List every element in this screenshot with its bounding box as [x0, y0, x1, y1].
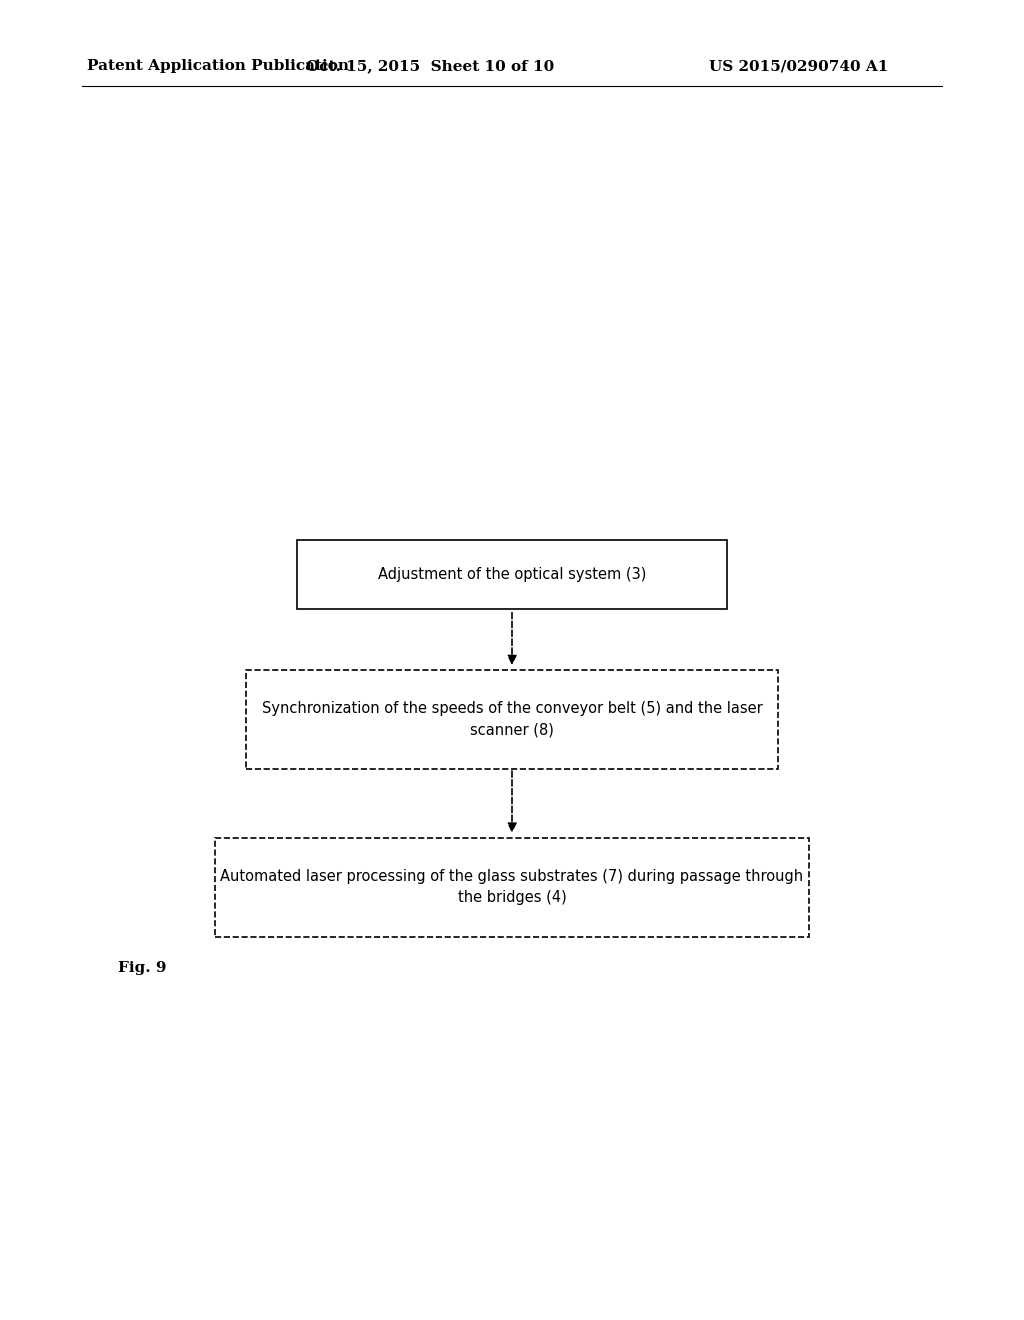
- Text: Automated laser processing of the glass substrates (7) during passage through
th: Automated laser processing of the glass …: [220, 869, 804, 906]
- FancyBboxPatch shape: [297, 540, 727, 609]
- Text: Synchronization of the speeds of the conveyor belt (5) and the laser
scanner (8): Synchronization of the speeds of the con…: [261, 701, 763, 738]
- FancyBboxPatch shape: [215, 837, 809, 937]
- Text: Oct. 15, 2015  Sheet 10 of 10: Oct. 15, 2015 Sheet 10 of 10: [306, 59, 554, 74]
- FancyBboxPatch shape: [246, 671, 778, 768]
- Text: Adjustment of the optical system (3): Adjustment of the optical system (3): [378, 566, 646, 582]
- Text: US 2015/0290740 A1: US 2015/0290740 A1: [709, 59, 889, 74]
- Text: Fig. 9: Fig. 9: [118, 961, 166, 975]
- Text: Patent Application Publication: Patent Application Publication: [87, 59, 349, 74]
